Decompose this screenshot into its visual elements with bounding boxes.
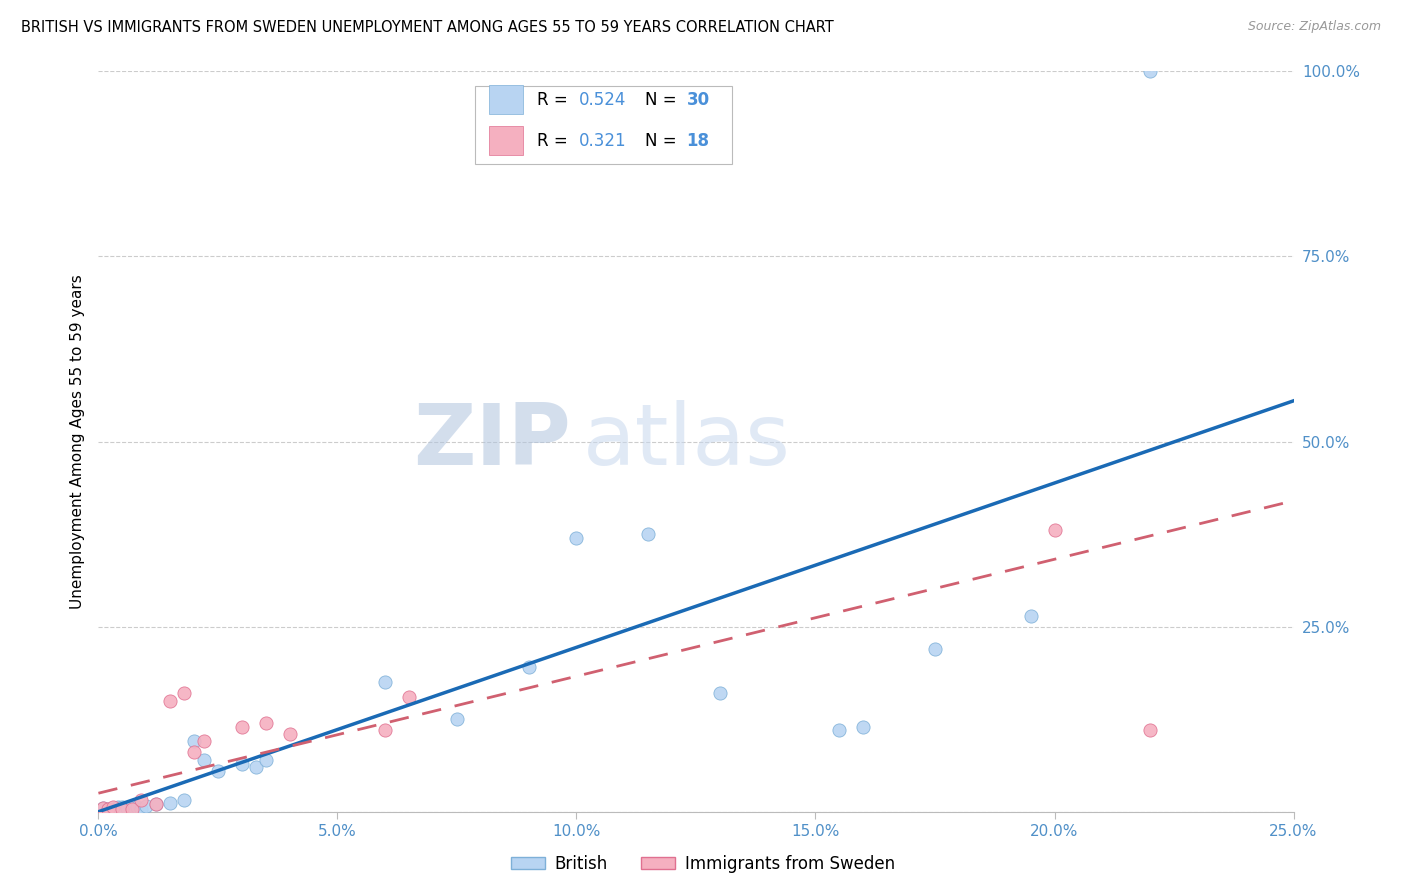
Point — [131, 793, 153, 807]
Point — [828, 723, 851, 738]
Point — [159, 796, 181, 810]
Point — [91, 801, 114, 815]
Point — [173, 793, 195, 807]
FancyBboxPatch shape — [489, 86, 523, 114]
Point — [446, 712, 468, 726]
Point — [517, 660, 540, 674]
Point — [183, 734, 205, 748]
Text: Source: ZipAtlas.com: Source: ZipAtlas.com — [1247, 20, 1381, 33]
Point — [145, 797, 167, 812]
Point — [1019, 608, 1042, 623]
Point — [131, 803, 153, 817]
Point — [125, 800, 148, 814]
Point — [231, 756, 253, 771]
Point — [135, 798, 157, 813]
Point — [101, 800, 124, 814]
Point — [91, 801, 114, 815]
Text: 30: 30 — [686, 91, 710, 109]
Text: BRITISH VS IMMIGRANTS FROM SWEDEN UNEMPLOYMENT AMONG AGES 55 TO 59 YEARS CORRELA: BRITISH VS IMMIGRANTS FROM SWEDEN UNEMPL… — [21, 20, 834, 35]
Point — [193, 753, 215, 767]
Point — [121, 798, 143, 813]
Point — [145, 797, 167, 812]
FancyBboxPatch shape — [475, 87, 733, 164]
Point — [565, 531, 588, 545]
Text: N =: N = — [644, 91, 682, 109]
Point — [111, 802, 134, 816]
Text: N =: N = — [644, 131, 682, 150]
Point — [193, 734, 215, 748]
Point — [1139, 723, 1161, 738]
Point — [97, 803, 120, 817]
Point — [183, 746, 205, 760]
Point — [852, 720, 875, 734]
Point — [159, 694, 181, 708]
Point — [111, 799, 134, 814]
Point — [97, 803, 120, 817]
Point — [254, 715, 277, 730]
Point — [398, 690, 420, 704]
Point — [254, 753, 277, 767]
Point — [207, 764, 229, 778]
Point — [924, 641, 946, 656]
Text: ZIP: ZIP — [413, 400, 571, 483]
Point — [1139, 64, 1161, 78]
Point — [173, 686, 195, 700]
Point — [278, 727, 301, 741]
Point — [121, 803, 143, 817]
Text: R =: R = — [537, 91, 574, 109]
Text: R =: R = — [537, 131, 574, 150]
Point — [709, 686, 731, 700]
Point — [637, 527, 659, 541]
Text: 0.524: 0.524 — [579, 91, 626, 109]
Text: 0.321: 0.321 — [579, 131, 627, 150]
Point — [115, 801, 138, 815]
Point — [231, 720, 253, 734]
FancyBboxPatch shape — [489, 126, 523, 155]
Point — [1043, 524, 1066, 538]
Y-axis label: Unemployment Among Ages 55 to 59 years: Unemployment Among Ages 55 to 59 years — [69, 274, 84, 609]
Point — [107, 800, 129, 814]
Point — [374, 723, 396, 738]
Point — [374, 675, 396, 690]
Point — [101, 802, 124, 816]
Text: atlas: atlas — [582, 400, 790, 483]
Point — [245, 760, 267, 774]
Text: 18: 18 — [686, 131, 710, 150]
Legend: British, Immigrants from Sweden: British, Immigrants from Sweden — [505, 848, 901, 880]
